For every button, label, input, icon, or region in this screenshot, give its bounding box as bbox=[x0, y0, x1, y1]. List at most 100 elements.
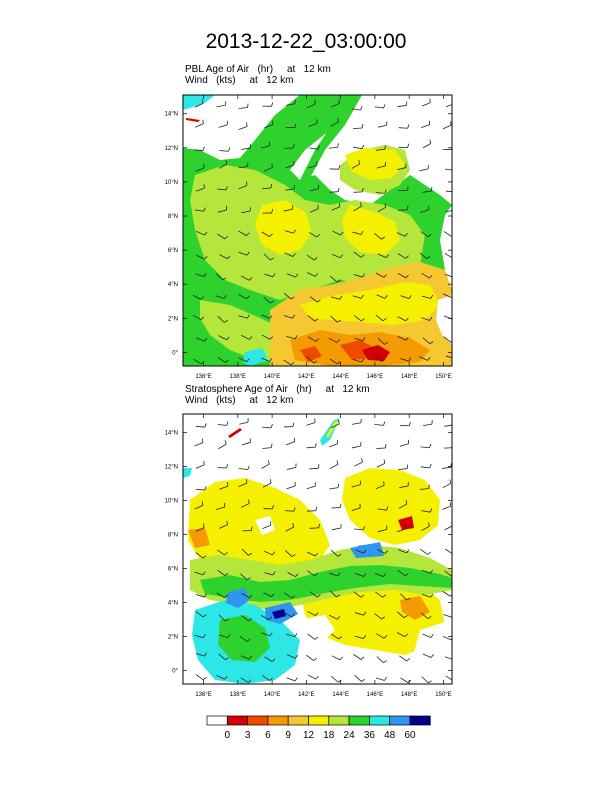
strat-wind-barb bbox=[420, 443, 432, 449]
strat-wind-barb bbox=[286, 437, 295, 446]
pbl-wind-barb bbox=[285, 184, 296, 191]
pbl-lat-label: 12°N bbox=[165, 146, 178, 152]
strat-navy-patch-1 bbox=[272, 609, 286, 619]
strat-lat-label: 2°N bbox=[168, 634, 178, 640]
strat-wind-barb bbox=[351, 503, 361, 512]
strat-wind-barb bbox=[307, 633, 319, 640]
colorbar-label: 24 bbox=[344, 730, 356, 741]
strat-wind-barb bbox=[397, 524, 407, 533]
strat-wind-barb bbox=[195, 611, 207, 618]
pbl-wind-barb bbox=[353, 144, 365, 150]
pbl-wind-barb bbox=[261, 231, 273, 237]
strat-wind-barb bbox=[376, 444, 387, 449]
pbl-wind-barb bbox=[238, 162, 249, 169]
colorbar-swatch bbox=[389, 715, 411, 726]
panel-1-wind-label: Wind bbox=[185, 75, 208, 86]
strat-wind-barb bbox=[374, 613, 386, 620]
strat-wind-barb bbox=[262, 443, 273, 449]
pbl-wind-barb bbox=[329, 165, 341, 170]
pbl-age-map: 0° 2°N 4°N 6°N 8°N 10°N 12°N 14°N 136°E 138°E 140°… bbox=[165, 94, 453, 380]
pbl-wind-barb bbox=[397, 272, 409, 279]
pbl-lon-label: 150°E bbox=[435, 374, 451, 380]
strat-wind-barb bbox=[419, 484, 430, 490]
pbl-wind-barb bbox=[330, 315, 341, 323]
pbl-wind-barb bbox=[444, 253, 452, 259]
strat-wind-barb bbox=[330, 549, 342, 557]
strat-cyan-west-streak bbox=[183, 468, 192, 478]
pbl-wind-barb bbox=[264, 163, 273, 172]
strat-wind-barb bbox=[398, 464, 409, 471]
panel-1-field-level: at 12 km bbox=[286, 64, 331, 75]
strat-lon-label: 148°E bbox=[401, 692, 417, 698]
pbl-wind-barb bbox=[283, 314, 296, 319]
strat-wind-barb bbox=[309, 464, 320, 470]
strat-wind-barb bbox=[399, 655, 411, 662]
strat-wind-barb bbox=[374, 572, 387, 578]
strat-wind-barb bbox=[215, 503, 226, 510]
pbl-wind-barb bbox=[330, 118, 339, 127]
pbl-wind-barb bbox=[354, 337, 366, 342]
pbl-wind-barb bbox=[421, 294, 434, 299]
strat-wind-barb bbox=[241, 592, 253, 599]
figure-title: 2013-12-22_03:00:00 bbox=[205, 30, 407, 53]
strat-wind-barb bbox=[262, 521, 272, 529]
pbl-wind-barb bbox=[421, 120, 431, 129]
strat-wind-barbs bbox=[194, 418, 452, 684]
pbl-wind-barb bbox=[376, 161, 386, 169]
strat-wind-barb bbox=[286, 463, 297, 470]
pbl-wind-barb bbox=[375, 145, 386, 151]
pbl-wind-barb bbox=[398, 124, 410, 129]
pbl-wind-barb bbox=[218, 160, 228, 169]
strat-wind-barb bbox=[421, 508, 433, 513]
pbl-wind-barb bbox=[352, 230, 364, 235]
strat-wind-barb bbox=[399, 439, 409, 447]
pbl-wind-barb bbox=[284, 252, 296, 257]
colorbar: 0 3 6 9 12 18 24 36 48 60 bbox=[206, 715, 431, 741]
strat-wind-barb bbox=[354, 526, 365, 531]
strat-wind-barb bbox=[355, 573, 367, 577]
strat-wind-barb bbox=[443, 447, 452, 449]
strat-lon-label: 142°E bbox=[298, 692, 314, 698]
strat-wind-barb bbox=[306, 418, 316, 426]
pbl-wind-barb bbox=[241, 275, 253, 281]
strat-wind-barb bbox=[351, 442, 362, 449]
strat-wind-barb bbox=[331, 419, 340, 429]
strat-lat-label: 8°N bbox=[168, 533, 178, 539]
pbl-wind-barb bbox=[217, 205, 228, 213]
strat-wind-barb bbox=[354, 611, 367, 616]
strat-lat-label: 0° bbox=[172, 668, 178, 674]
pbl-wind-barb bbox=[421, 316, 433, 321]
pbl-wind-barb bbox=[306, 100, 316, 109]
pbl-lat-label: 6°N bbox=[168, 248, 178, 254]
pbl-red-streak-nw bbox=[186, 118, 200, 122]
pbl-wind-barb bbox=[217, 233, 229, 240]
pbl-map-frame bbox=[182, 94, 453, 367]
strat-wind-barb bbox=[219, 520, 228, 529]
pbl-wind-barb bbox=[374, 355, 386, 362]
colorbar-label: 12 bbox=[303, 730, 315, 741]
colorbar-swatch bbox=[369, 715, 391, 726]
strat-wind-barb bbox=[398, 500, 408, 509]
pbl-wind-barb bbox=[351, 159, 361, 169]
strat-wind-barb bbox=[329, 590, 341, 598]
strat-wind-barb bbox=[284, 592, 296, 599]
strat-lon-label: 146°E bbox=[367, 692, 383, 698]
pbl-wind-barb bbox=[286, 335, 298, 340]
pbl-wind-barb bbox=[397, 335, 409, 341]
strat-wind-barb bbox=[421, 569, 434, 574]
pbl-lon-label: 146°E bbox=[367, 374, 383, 380]
strat-wind-barb bbox=[283, 611, 295, 618]
strat-wind-barb bbox=[286, 654, 299, 659]
pbl-wind-barb bbox=[215, 294, 227, 299]
pbl-wind-barb bbox=[260, 141, 271, 149]
pbl-wind-barb bbox=[375, 189, 387, 194]
strat-lon-label: 144°E bbox=[332, 692, 348, 698]
strat-lat-label: 6°N bbox=[168, 567, 178, 573]
strat-axis-ticks: 0° 2°N 4°N 6°N 8°N 10°N 12°N 14°N 136°E 138°E 140°… bbox=[165, 414, 452, 698]
pbl-wind-barb bbox=[286, 273, 299, 278]
strat-wind-barb bbox=[239, 418, 249, 425]
strat-wind-barb bbox=[309, 591, 321, 598]
pbl-wind-barb bbox=[284, 229, 296, 234]
strat-wind-barb bbox=[286, 633, 298, 638]
strat-wind-barb bbox=[194, 501, 204, 510]
